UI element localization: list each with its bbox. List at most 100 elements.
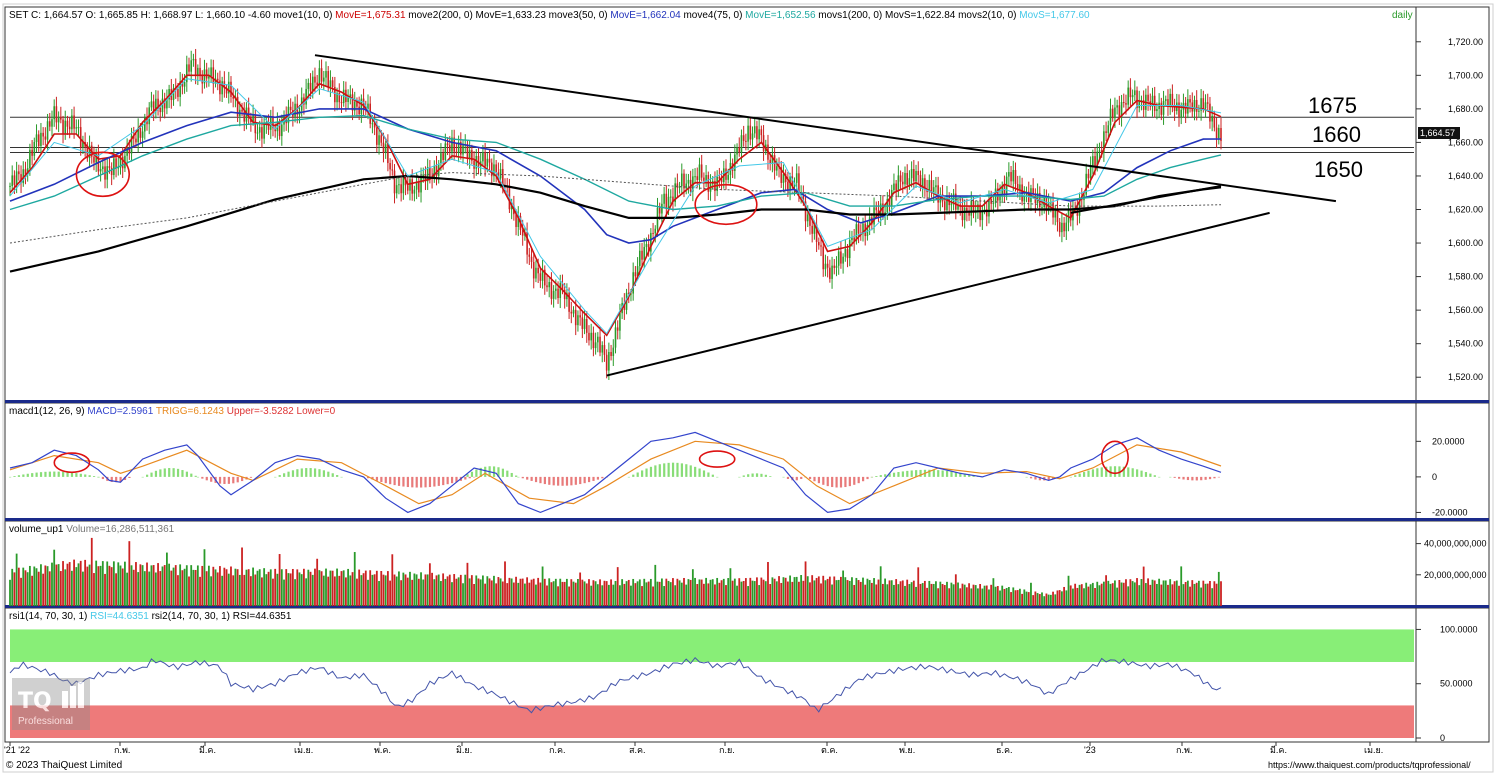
volume-bar: [965, 587, 968, 606]
macd-histogram-bar: [870, 476, 874, 478]
candle-body: [79, 127, 82, 148]
header-value: move2(200, 0): [406, 10, 473, 21]
header-value: MovE=1,652.56: [742, 10, 816, 21]
volume-bar: [1036, 593, 1039, 606]
macd-histogram-bar: [168, 468, 171, 477]
candle-body: [873, 207, 875, 225]
volume-bar: [362, 573, 365, 606]
volume-bar: [146, 562, 148, 606]
volume-bar: [196, 565, 199, 606]
macd-histogram-bar: [919, 469, 922, 477]
volume-bar: [1171, 584, 1174, 606]
volume-bar: [451, 582, 453, 606]
volume-bar: [791, 581, 794, 606]
candle-body: [261, 127, 263, 139]
volume-bar: [1215, 583, 1218, 606]
macd-histogram-bar: [497, 467, 500, 477]
volume-bar: [1164, 580, 1167, 606]
candle-body: [1129, 87, 1132, 98]
y-tick-label: 1,600.00: [1448, 238, 1483, 248]
volume-bar: [815, 577, 818, 606]
y-tick-label: 1,620.00: [1448, 205, 1483, 215]
candle: [1191, 92, 1194, 118]
volume-bar: [159, 571, 162, 606]
macd-histogram-bar: [694, 466, 697, 477]
volume-bar: [906, 579, 909, 606]
volume-bar: [234, 568, 237, 606]
macd-histogram-bar: [380, 476, 383, 483]
macd-histogram-bar: [101, 476, 105, 480]
macd-histogram-bar: [424, 476, 427, 488]
volume-bar: [1058, 590, 1061, 606]
candle-body: [316, 82, 318, 85]
macd-histogram-bar: [300, 468, 303, 477]
volume-bar: [820, 583, 822, 606]
candle-body: [603, 345, 606, 355]
candle-body: [393, 170, 396, 194]
candle-body: [42, 132, 44, 137]
candle-body: [1054, 209, 1057, 218]
volume-bar: [610, 579, 612, 606]
candle-body: [183, 82, 186, 87]
candle: [26, 159, 29, 182]
candle: [590, 323, 592, 350]
macd-histogram-bar: [223, 476, 226, 484]
macd-histogram-bar: [747, 474, 750, 477]
candle-body: [555, 288, 557, 291]
volume-bar: [1069, 585, 1072, 606]
candle-body: [398, 184, 400, 186]
volume-bar: [181, 570, 184, 606]
candle-body: [528, 254, 531, 257]
candle-body: [179, 81, 181, 97]
candle-body: [696, 176, 699, 181]
candle: [305, 78, 307, 109]
candle: [818, 237, 820, 250]
candle-body: [782, 174, 785, 183]
candle-body: [327, 71, 330, 87]
candle-body: [77, 127, 80, 129]
candle: [853, 228, 855, 251]
candle: [446, 137, 449, 156]
volume-bar: [603, 580, 606, 606]
header-value: O: 1,665.85: [83, 10, 138, 21]
volume-bar: [844, 577, 847, 606]
header-value: MACD=2.5961: [85, 406, 154, 417]
candle-body: [389, 163, 391, 170]
volume-bar: [473, 583, 475, 606]
candle-body: [1147, 94, 1149, 102]
candle: [608, 342, 610, 380]
volume-bar: [554, 578, 557, 606]
candle: [829, 259, 831, 283]
candle: [9, 182, 11, 197]
candle: [672, 187, 674, 212]
candle: [471, 144, 473, 165]
volume-bar: [1204, 583, 1207, 606]
candle-body: [252, 114, 254, 123]
macd-histogram-bar: [305, 468, 308, 477]
candle: [846, 243, 849, 268]
volume-bar: [612, 584, 615, 606]
candle-body: [1125, 103, 1127, 105]
macd-histogram-bar: [397, 476, 401, 486]
volume-bar: [893, 584, 895, 606]
candle-body: [895, 183, 897, 191]
macd-histogram-bar: [84, 474, 87, 477]
candle: [1140, 95, 1143, 111]
candle-body: [404, 178, 407, 186]
volume-bar: [700, 579, 703, 606]
volume-bar: [90, 537, 93, 606]
volume-bar: [314, 568, 316, 606]
candle-body: [663, 193, 665, 204]
candle-body: [197, 67, 199, 76]
volume-bar: [921, 583, 924, 606]
candle-body: [1003, 185, 1006, 195]
candle: [22, 161, 25, 187]
y-tick-label: 1,680.00: [1448, 104, 1483, 114]
volume-bar: [1213, 581, 1216, 606]
macd-histogram-bar: [587, 476, 591, 483]
candle: [678, 181, 681, 194]
volume-bar: [1107, 580, 1110, 606]
candle: [322, 70, 325, 90]
volume-bar: [121, 568, 124, 606]
footer-url[interactable]: https://www.thaiquest.com/products/tqpro…: [1268, 760, 1471, 770]
